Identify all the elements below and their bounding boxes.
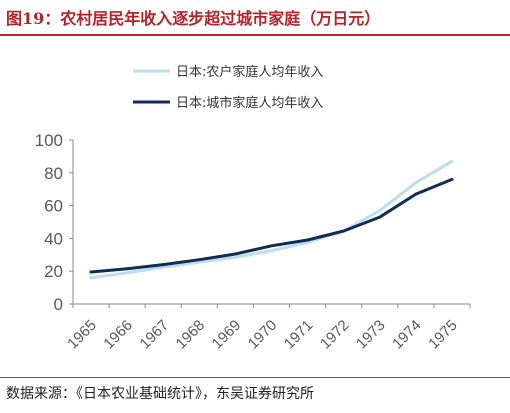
- y-tick-label: 0: [54, 295, 63, 314]
- title-divider: [0, 34, 510, 36]
- x-tick-label: 1966: [100, 317, 136, 353]
- y-tick-label: 100: [35, 131, 63, 150]
- legend-label: 日本:农户家庭人均年收入: [176, 64, 323, 80]
- figure-title: 图19：农村居民年收入逐步超过城市家庭（万日元）: [6, 9, 381, 28]
- y-tick-label: 40: [44, 229, 63, 248]
- x-tick-label: 1975: [425, 317, 461, 353]
- y-tick-label: 20: [44, 262, 63, 281]
- series-urban-line: [89, 177, 454, 274]
- x-tick-label: 1970: [245, 317, 281, 353]
- x-tick-label: 1969: [209, 317, 245, 353]
- x-tick-label: 1965: [64, 317, 100, 353]
- source-divider: [0, 377, 510, 378]
- x-tick-label: 1971: [281, 317, 317, 353]
- x-tick-label: 1968: [173, 317, 209, 353]
- series-rural-line: [89, 159, 454, 280]
- source-note: 数据来源：《日本农业基础统计》，东吴证券研究所: [6, 386, 314, 402]
- x-tick-label: 1974: [389, 317, 425, 353]
- x-tick-label: 1967: [136, 317, 172, 353]
- x-tick-label: 1973: [353, 317, 389, 353]
- legend-label: 日本:城市家庭人均年收入: [176, 95, 323, 111]
- y-tick-label: 60: [44, 197, 63, 216]
- x-tick-label: 1972: [317, 317, 353, 353]
- y-tick-label: 80: [44, 164, 63, 183]
